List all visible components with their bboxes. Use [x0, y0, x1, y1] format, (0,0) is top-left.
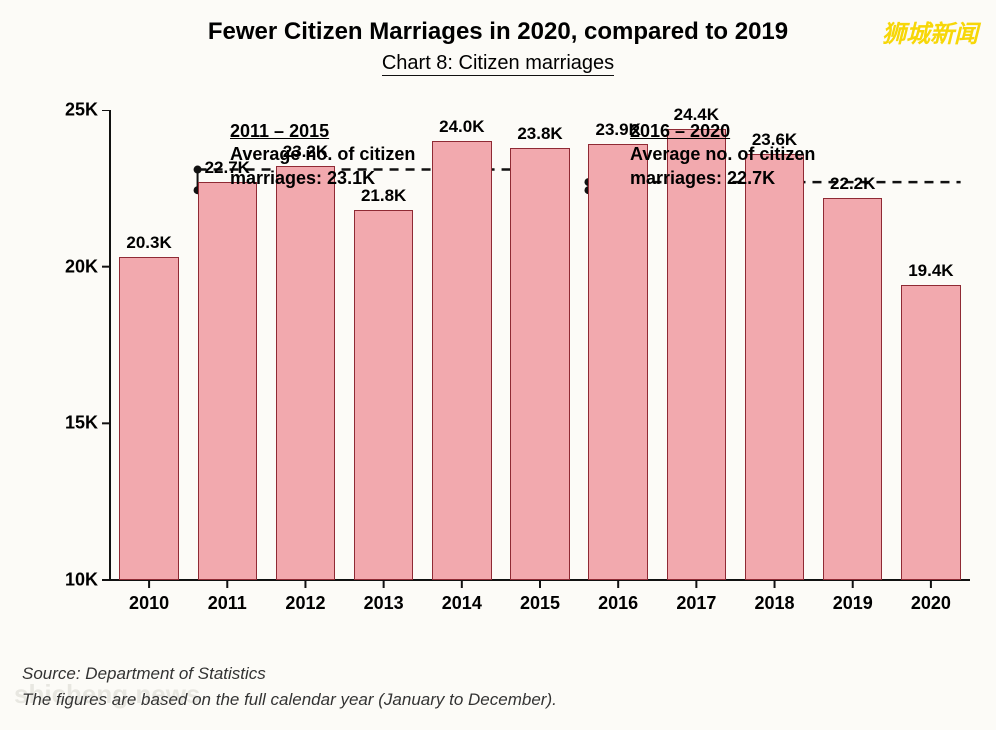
x-axis-label: 2017 — [676, 593, 716, 614]
bar — [198, 182, 257, 580]
bar-value-label: 19.4K — [908, 261, 953, 281]
bar — [901, 285, 960, 580]
bar — [588, 144, 647, 580]
bar-value-label: 22.2K — [830, 174, 875, 194]
annotation: 2011 – 2015Average no. of citizenmarriag… — [230, 120, 415, 190]
x-axis-label: 2016 — [598, 593, 638, 614]
x-axis-label: 2012 — [285, 593, 325, 614]
chart-title: Fewer Citizen Marriages in 2020, compare… — [0, 18, 996, 46]
bar-chart: 10K15K20K25K20.3K201022.7K201123.2K20122… — [40, 110, 970, 620]
bar — [823, 198, 882, 580]
x-axis-label: 2013 — [364, 593, 404, 614]
footer-note: The figures are based on the full calend… — [22, 687, 557, 713]
bar-value-label: 20.3K — [126, 233, 171, 253]
title-block: Fewer Citizen Marriages in 2020, compare… — [0, 0, 996, 76]
x-axis-label: 2014 — [442, 593, 482, 614]
footer-source: Source: Department of Statistics — [22, 661, 557, 687]
bar — [119, 257, 178, 580]
bar — [667, 129, 726, 580]
bar — [510, 148, 569, 580]
y-axis-label: 20K — [40, 256, 98, 277]
bar — [432, 141, 491, 580]
y-axis-label: 10K — [40, 570, 98, 591]
bar-value-label: 24.0K — [439, 117, 484, 137]
x-axis-label: 2018 — [755, 593, 795, 614]
x-axis-label: 2015 — [520, 593, 560, 614]
y-axis-label: 25K — [40, 100, 98, 121]
chart-footer: Source: Department of Statistics The fig… — [22, 661, 557, 712]
x-axis-label: 2011 — [208, 593, 247, 614]
x-axis-label: 2019 — [833, 593, 873, 614]
y-axis-label: 15K — [40, 413, 98, 434]
x-axis-label: 2020 — [911, 593, 951, 614]
bar — [745, 154, 804, 580]
x-axis-label: 2010 — [129, 593, 169, 614]
watermark-top-right: 狮城新闻 — [882, 14, 978, 49]
bar-value-label: 23.8K — [517, 124, 562, 144]
bar — [354, 210, 413, 580]
chart-subtitle: Chart 8: Citizen marriages — [382, 52, 614, 76]
annotation: 2016 – 2020Average no. of citizenmarriag… — [630, 120, 815, 190]
bar — [276, 166, 335, 580]
